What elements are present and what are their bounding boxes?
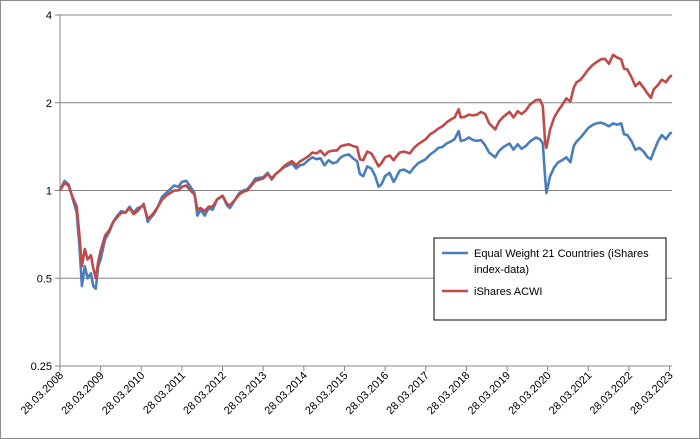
x-tick-label: 28.03.2020 bbox=[506, 370, 553, 417]
x-tick-label: 28.03.2012 bbox=[181, 370, 228, 417]
x-tick-label: 28.03.2008 bbox=[19, 370, 66, 417]
axes: 0.25 0.5 1 2 4 28.03.200828.03.200928.03.2010… bbox=[19, 10, 676, 417]
series-lines bbox=[58, 53, 673, 291]
x-tick-label: 28.03.2014 bbox=[263, 370, 310, 417]
x-tick-label: 28.03.2009 bbox=[59, 370, 106, 417]
x-tick-label: 28.03.2021 bbox=[547, 370, 594, 417]
y-tick-label: 4 bbox=[46, 10, 52, 22]
x-tick-label: 28.03.2010 bbox=[100, 370, 147, 417]
x-tick-label: 28.03.2016 bbox=[344, 370, 391, 417]
y-tick-label: 1 bbox=[46, 186, 52, 198]
series-line-acwi bbox=[58, 53, 673, 280]
x-tick-label: 28.03.2013 bbox=[222, 370, 269, 417]
legend-label: iShares ACWI bbox=[474, 286, 542, 298]
x-tick-label: 28.03.2017 bbox=[384, 370, 431, 417]
y-tick-label: 0.25 bbox=[31, 361, 52, 373]
x-tick-label: 28.03.2018 bbox=[425, 370, 472, 417]
legend: Equal Weight 21 Countries (iShares index-… bbox=[433, 237, 667, 321]
x-tick-label: 28.03.2015 bbox=[303, 370, 350, 417]
legend-label: Equal Weight 21 Countries (iShares bbox=[474, 248, 649, 260]
legend-label: index-data) bbox=[474, 264, 529, 276]
y-tick-label: 0.5 bbox=[37, 273, 52, 285]
x-tick-label: 28.03.2019 bbox=[466, 370, 513, 417]
legend-box bbox=[433, 237, 667, 321]
x-tick-label: 28.03.2023 bbox=[628, 370, 675, 417]
y-tick-label: 2 bbox=[46, 98, 52, 110]
x-tick-label: 28.03.2022 bbox=[588, 370, 635, 417]
